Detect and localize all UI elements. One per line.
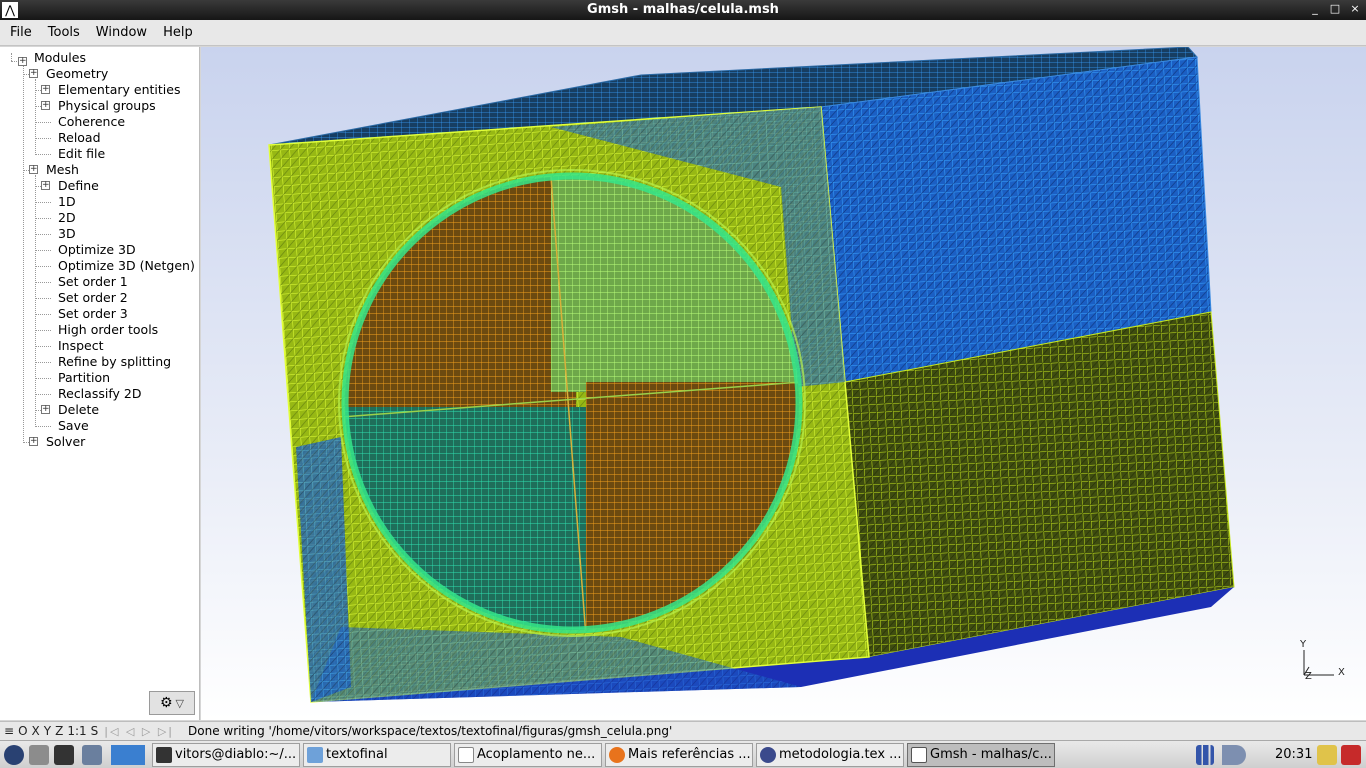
menu-bar: File Tools Window Help (0, 20, 1366, 46)
network-icon[interactable] (1196, 745, 1214, 765)
view-x-button[interactable]: X (31, 724, 40, 738)
terminal-icon[interactable] (54, 745, 74, 765)
menu-toggle-icon[interactable]: ≡ (4, 724, 15, 738)
tree-node-mesh[interactable]: Mesh (46, 162, 79, 177)
task-label: Mais referências ... (628, 747, 751, 762)
menu-window[interactable]: Window (95, 24, 148, 40)
tree-node-save[interactable]: Save (58, 418, 89, 433)
task-terminal[interactable]: vitors@diablo:~/... (152, 743, 300, 767)
document-icon (458, 747, 474, 763)
expand-toggle-modules[interactable]: + (18, 56, 27, 66)
task-label: vitors@diablo:~/... (175, 747, 297, 762)
tree-node-partition[interactable]: Partition (58, 370, 111, 385)
mesh-cylinder-section (345, 176, 799, 630)
editor-icon (760, 747, 776, 763)
task-textofinal[interactable]: textofinal (303, 743, 451, 767)
expand-toggle-delete[interactable]: + (41, 404, 50, 414)
title-bar: ⋀ Gmsh - malhas/celula.msh _ □ × (0, 0, 1366, 20)
graphics-viewport[interactable]: Y X Z (201, 47, 1366, 720)
tree-node-2d[interactable]: 2D (58, 210, 76, 225)
tree-node-edit-file[interactable]: Edit file (58, 146, 106, 161)
files-icon[interactable] (29, 745, 49, 765)
axes-indicator: Y X Z (1299, 639, 1345, 682)
tree-node-geometry[interactable]: Geometry (46, 66, 109, 81)
tree-node-delete[interactable]: Delete (58, 402, 100, 417)
chevron-down-icon: ▽ (175, 696, 185, 710)
task-label: Gmsh - malhas/c... (930, 747, 1052, 762)
tree-node-optimize-3d[interactable]: Optimize 3D (58, 242, 136, 257)
axis-x-label: X (1338, 667, 1345, 678)
taskbar: vitors@diablo:~/... textofinal Acoplamen… (0, 740, 1366, 768)
notification-icon[interactable] (1317, 745, 1337, 765)
tree-node-reload[interactable]: Reload (58, 130, 101, 145)
expand-toggle-define[interactable]: + (41, 180, 50, 190)
tree-node-1d[interactable]: 1D (58, 194, 76, 209)
tree-node-3d[interactable]: 3D (58, 226, 76, 241)
task-acoplamento[interactable]: Acoplamento ne... (454, 743, 602, 767)
expand-toggle-elementary-entities[interactable]: + (41, 84, 50, 94)
status-message: Done writing '/home/vitors/workspace/tex… (188, 724, 673, 738)
expand-toggle-solver[interactable]: + (29, 436, 38, 446)
tree-node-coherence[interactable]: Coherence (58, 114, 126, 129)
tree-node-modules[interactable]: Modules (34, 50, 86, 65)
task-firefox[interactable]: Mais referências ... (605, 743, 753, 767)
tree-node-elementary-entities[interactable]: Elementary entities (58, 82, 181, 97)
maximize-button[interactable]: □ (1329, 2, 1341, 15)
menu-file[interactable]: File (10, 24, 32, 40)
terminal-icon (156, 747, 172, 763)
view-z-button[interactable]: Z (55, 724, 64, 738)
mesh-bottom-edge (311, 587, 1234, 702)
task-label: Acoplamento ne... (477, 747, 596, 762)
menu-tools[interactable]: Tools (47, 24, 80, 40)
menu-help[interactable]: Help (163, 24, 193, 40)
axis-y-label: Y (1299, 639, 1307, 650)
view-y-button[interactable]: Y (43, 724, 52, 738)
tree-node-physical-groups[interactable]: Physical groups (58, 98, 156, 113)
task-metodologia[interactable]: metodologia.tex ... (756, 743, 904, 767)
folder-icon (307, 747, 323, 763)
gmsh-logo-icon (911, 747, 927, 763)
task-label: metodologia.tex ... (779, 747, 902, 762)
window-title: Gmsh - malhas/celula.msh (587, 2, 779, 17)
tree-node-solver[interactable]: Solver (46, 434, 86, 449)
view-origin-button[interactable]: O (18, 724, 28, 738)
clock[interactable]: 20:31 (1275, 747, 1313, 762)
task-gmsh[interactable]: Gmsh - malhas/c... (907, 743, 1055, 767)
options-gear-button[interactable]: ⚙ ▽ (149, 691, 195, 715)
tree-node-refine-by-splitting[interactable]: Refine by splitting (58, 354, 172, 369)
gmsh-logo-icon[interactable]: ⋀ (2, 2, 18, 18)
gear-icon: ⚙ (159, 695, 173, 711)
fedora-menu-icon[interactable] (4, 745, 24, 765)
task-label: textofinal (326, 747, 388, 762)
mesh-render: Y X Z (268, 47, 1345, 703)
tree-node-inspect[interactable]: Inspect (58, 338, 104, 353)
tree-node-optimize-3d-netgen[interactable]: Optimize 3D (Netgen) (58, 258, 195, 273)
status-bar: ≡ O X Y Z 1:1 S |◁ ◁ ▷ ▷| Done writing '… (0, 721, 1366, 740)
firefox-icon (609, 747, 625, 763)
module-tree: + Modules + Geometry + Elementary entiti… (0, 47, 200, 720)
volume-icon[interactable] (1222, 745, 1246, 765)
minimize-button[interactable]: _ (1312, 2, 1318, 15)
logout-icon[interactable] (1341, 745, 1361, 765)
animation-nav-buttons[interactable]: |◁ ◁ ▷ ▷| (104, 724, 175, 738)
axis-z-label: Z (1305, 671, 1312, 682)
close-button[interactable]: × (1350, 2, 1360, 15)
tree-node-define[interactable]: Define (58, 178, 99, 193)
expand-toggle-physical-groups[interactable]: + (41, 100, 50, 110)
tree-node-set-order-1[interactable]: Set order 1 (58, 274, 128, 289)
tree-node-set-order-2[interactable]: Set order 2 (58, 290, 128, 305)
workspace-icon[interactable] (111, 745, 145, 765)
tree-node-set-order-3[interactable]: Set order 3 (58, 306, 128, 321)
tree-node-reclassify-2d[interactable]: Reclassify 2D (58, 386, 142, 401)
scale-1-1-button[interactable]: 1:1 (67, 724, 87, 738)
select-s-button[interactable]: S (90, 724, 99, 738)
windows-icon[interactable] (82, 745, 102, 765)
tree-node-high-order-tools[interactable]: High order tools (58, 322, 159, 337)
expand-toggle-mesh[interactable]: + (29, 164, 38, 174)
expand-toggle-geometry[interactable]: + (29, 68, 38, 78)
